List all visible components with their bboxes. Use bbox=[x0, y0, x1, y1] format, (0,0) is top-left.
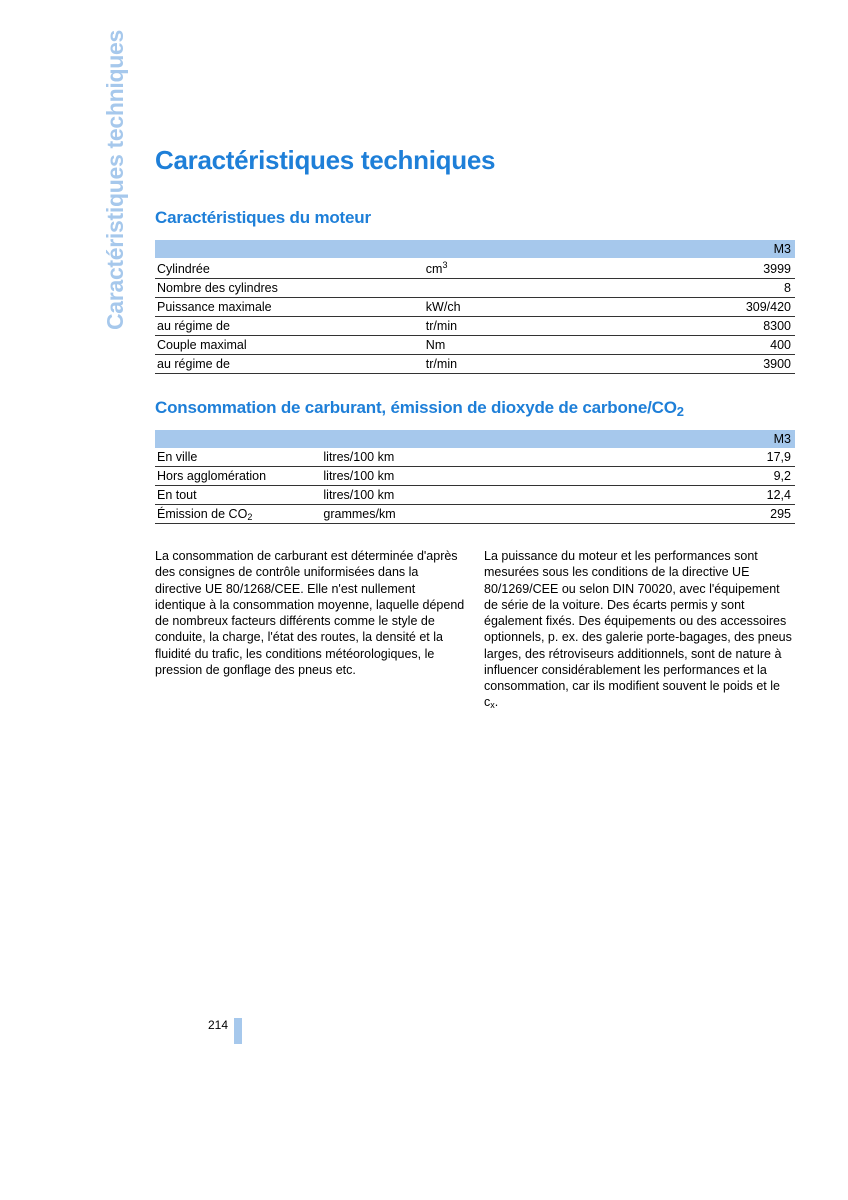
spec-unit: cm3 bbox=[424, 258, 603, 279]
spec-label: En tout bbox=[155, 486, 321, 505]
spec-label: Couple maximal bbox=[155, 336, 424, 355]
page-number-bar bbox=[234, 1018, 242, 1044]
table-row: Hors agglomération litres/100 km 9,2 bbox=[155, 467, 795, 486]
body-text-col1: La consommation de carburant est détermi… bbox=[155, 548, 466, 711]
table-row: Nombre des cylindres 8 bbox=[155, 279, 795, 298]
spec-label: Hors agglomération bbox=[155, 467, 321, 486]
engine-specs-table: M3 Cylindrée cm3 3999 Nombre des cylindr… bbox=[155, 240, 795, 374]
section-fuel-title: Consommation de carburant, émission de d… bbox=[155, 398, 795, 418]
page-number-block: 214 bbox=[208, 1018, 242, 1044]
spec-unit: tr/min bbox=[424, 317, 603, 336]
table-row: En tout litres/100 km 12,4 bbox=[155, 486, 795, 505]
spec-value: 309/420 bbox=[603, 298, 795, 317]
table-row: Couple maximal Nm 400 bbox=[155, 336, 795, 355]
table-row: Émission de CO2 grammes/km 295 bbox=[155, 505, 795, 524]
spec-unit: litres/100 km bbox=[321, 448, 603, 467]
spec-value: 295 bbox=[603, 505, 795, 524]
spec-label: Puissance maximale bbox=[155, 298, 424, 317]
sidebar-section-label: Caractéristiques techniques bbox=[102, 30, 129, 330]
spec-unit: litres/100 km bbox=[321, 467, 603, 486]
spec-value: 12,4 bbox=[603, 486, 795, 505]
spec-unit: grammes/km bbox=[321, 505, 603, 524]
spec-label: au régime de bbox=[155, 355, 424, 374]
spec-value: 3900 bbox=[603, 355, 795, 374]
spec-label: Nombre des cylindres bbox=[155, 279, 424, 298]
spec-unit: Nm bbox=[424, 336, 603, 355]
spec-value: 9,2 bbox=[603, 467, 795, 486]
spec-value: 8 bbox=[603, 279, 795, 298]
spec-value: 17,9 bbox=[603, 448, 795, 467]
table-row: au régime de tr/min 8300 bbox=[155, 317, 795, 336]
page-number: 214 bbox=[208, 1018, 234, 1032]
table-header-cell: M3 bbox=[155, 430, 795, 448]
table-header-row: M3 bbox=[155, 240, 795, 258]
table-row: Cylindrée cm3 3999 bbox=[155, 258, 795, 279]
spec-unit: litres/100 km bbox=[321, 486, 603, 505]
spec-value: 3999 bbox=[603, 258, 795, 279]
spec-label: Émission de CO2 bbox=[155, 505, 321, 524]
table-row: Puissance maximale kW/ch 309/420 bbox=[155, 298, 795, 317]
spec-label: Cylindrée bbox=[155, 258, 424, 279]
section-engine-title: Caractéristiques du moteur bbox=[155, 208, 795, 228]
fuel-specs-table: M3 En ville litres/100 km 17,9 Hors aggl… bbox=[155, 430, 795, 524]
table-header-row: M3 bbox=[155, 430, 795, 448]
spec-label: au régime de bbox=[155, 317, 424, 336]
spec-label: En ville bbox=[155, 448, 321, 467]
table-header-cell: M3 bbox=[155, 240, 795, 258]
table-row: au régime de tr/min 3900 bbox=[155, 355, 795, 374]
spec-value: 400 bbox=[603, 336, 795, 355]
spec-unit bbox=[424, 279, 603, 298]
body-text-columns: La consommation de carburant est détermi… bbox=[155, 548, 795, 711]
spec-unit: kW/ch bbox=[424, 298, 603, 317]
spec-value: 8300 bbox=[603, 317, 795, 336]
page-title: Caractéristiques techniques bbox=[155, 145, 795, 176]
spec-unit: tr/min bbox=[424, 355, 603, 374]
table-row: En ville litres/100 km 17,9 bbox=[155, 448, 795, 467]
page-content: Caractéristiques techniques Caractéristi… bbox=[155, 145, 795, 711]
body-text-col2: La puissance du moteur et les performanc… bbox=[484, 548, 795, 711]
